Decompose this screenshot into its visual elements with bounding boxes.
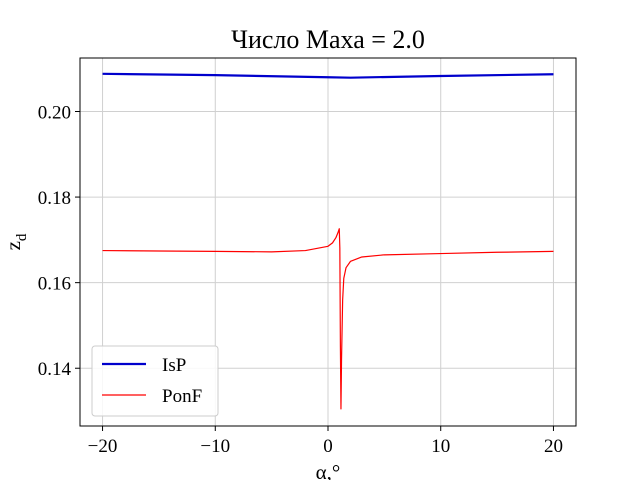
y-tick-label: 0.14	[38, 359, 72, 380]
series-line-ponf	[102, 228, 554, 410]
legend: IsP PonF	[91, 345, 219, 417]
y-axis-label: z	[1, 241, 25, 250]
x-tick-label: −20	[88, 436, 118, 457]
y-axis-ticks: 0.14 0.16 0.18 0.20	[38, 102, 80, 380]
legend-label-isp: IsP	[162, 355, 186, 376]
y-tick-label: 0.20	[38, 102, 71, 123]
y-axis-label-subscript: d	[14, 233, 30, 241]
grid	[80, 58, 576, 426]
series-layer	[102, 72, 554, 410]
x-tick-label: −10	[200, 436, 230, 457]
y-tick-label: 0.16	[38, 274, 71, 295]
x-tick-label: 10	[431, 436, 450, 457]
series-line-isp	[102, 72, 554, 79]
y-axis-label-group: zd	[1, 233, 30, 250]
x-tick-label: 20	[544, 436, 563, 457]
x-axis-ticks: −20 −10 0 10 20	[88, 426, 563, 457]
x-axis-label: α,°	[316, 460, 341, 480]
x-tick-label: 0	[323, 436, 333, 457]
y-axis-label-text: zd	[1, 233, 30, 250]
legend-label-ponf: PonF	[162, 386, 202, 407]
chart-title: Число Маха = 2.0	[231, 25, 425, 54]
y-tick-label: 0.18	[38, 188, 71, 209]
